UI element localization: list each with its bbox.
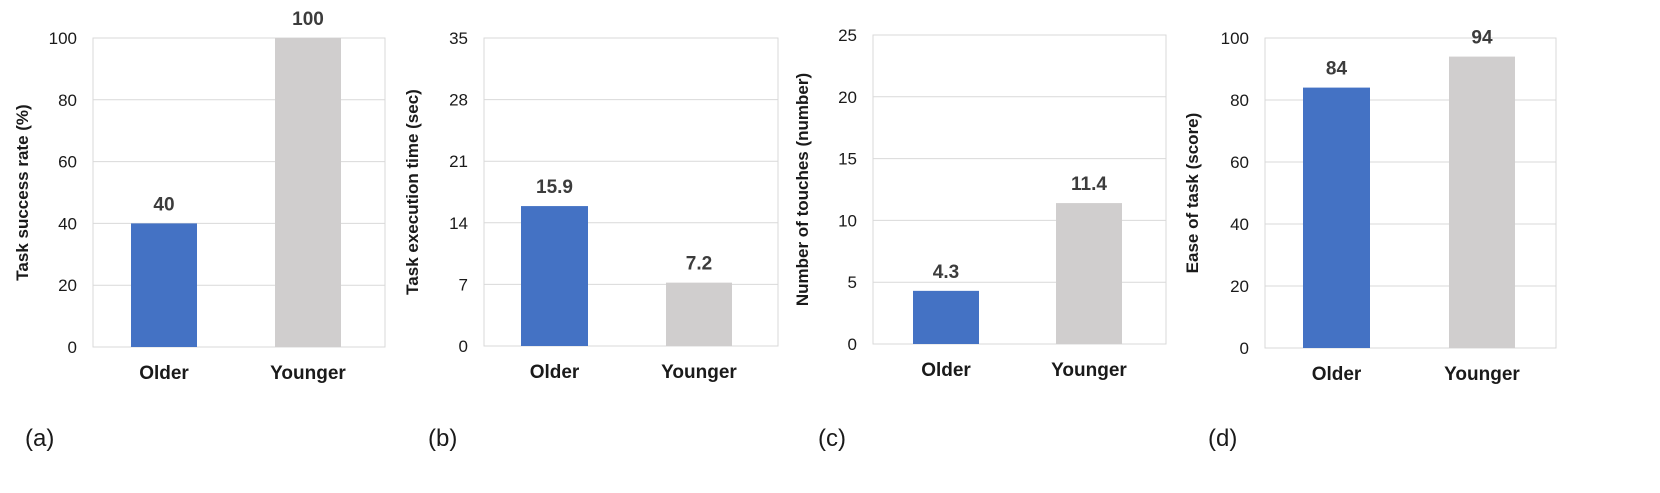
x-category-label: Younger [1051,360,1127,381]
y-tick-label: 5 [848,273,857,292]
y-tick-label: 100 [49,29,77,48]
y-tick-label: 20 [1230,277,1249,296]
y-tick-label: 35 [449,29,468,48]
x-category-label: Older [139,363,189,384]
data-label: 4.3 [933,262,959,283]
bar-younger [666,282,732,346]
data-label: 15.9 [536,177,573,198]
data-label: 40 [153,194,174,215]
bar-younger [1449,56,1515,348]
y-tick-label: 60 [58,153,77,172]
bar-younger [1056,203,1122,344]
y-tick-label: 80 [1230,91,1249,110]
y-tick-label: 0 [1240,339,1249,358]
y-tick-label: 60 [1230,153,1249,172]
y-tick-label: 100 [1221,29,1249,48]
bar-older [521,206,588,346]
y-tick-label: 14 [449,214,468,233]
y-axis-title: Ease of task (score) [1183,113,1202,274]
y-tick-label: 7 [459,275,468,294]
y-tick-label: 21 [449,152,468,171]
bar-younger [275,38,341,347]
bar-older [131,223,197,347]
y-tick-label: 20 [838,88,857,107]
y-tick-label: 25 [838,26,857,45]
data-label: 94 [1471,28,1493,49]
panel-letter: (c) [818,425,846,452]
y-axis-title: Number of touches (number) [793,73,812,306]
x-category-label: Older [921,360,971,381]
y-axis-title: Task execution time (sec) [403,89,422,295]
y-tick-label: 80 [58,91,77,110]
data-label: 11.4 [1071,174,1107,195]
bar-older [1303,87,1370,348]
y-tick-label: 0 [848,335,857,354]
data-label: 100 [292,9,324,30]
panel-letter: (a) [25,425,54,452]
y-tick-label: 40 [1230,215,1249,234]
y-tick-label: 40 [58,214,77,233]
y-axis-title: Task success rate (%) [13,104,32,280]
x-category-label: Older [530,362,580,383]
y-tick-label: 20 [58,276,77,295]
y-tick-label: 15 [838,150,857,169]
y-tick-label: 10 [838,211,857,230]
x-category-label: Younger [1444,364,1520,385]
x-category-label: Younger [270,363,346,384]
bar-older [913,290,979,344]
data-label: 84 [1326,59,1348,80]
y-tick-label: 0 [459,337,468,356]
x-category-label: Younger [661,362,737,383]
y-tick-label: 0 [68,338,77,357]
data-label: 7.2 [686,254,712,275]
x-category-label: Older [1312,364,1362,385]
y-tick-label: 28 [449,91,468,110]
panel-letter: (d) [1208,425,1237,452]
panel-letter: (b) [428,425,457,452]
